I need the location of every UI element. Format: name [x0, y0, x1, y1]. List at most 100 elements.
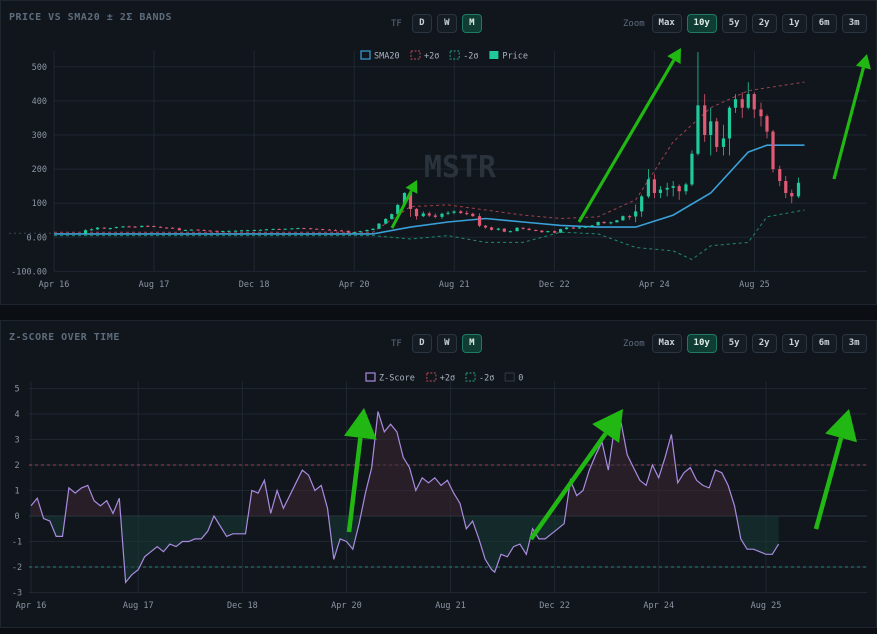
candle-body	[321, 229, 325, 231]
candle-body	[727, 107, 732, 139]
candle-body	[508, 231, 512, 233]
zoom-button-6m[interactable]: 6m	[811, 14, 837, 33]
candle-body	[452, 211, 456, 213]
x-tick-label: Apr 20	[331, 601, 362, 611]
candle-body	[571, 227, 575, 229]
candle-body	[640, 196, 644, 212]
candle-body	[615, 220, 619, 223]
zoom-group: Zoom Max 10y 5y 2y 1y 6m 3m	[623, 14, 867, 33]
y-tick-label: -3	[12, 589, 22, 599]
annotation-arrow-shaft	[346, 437, 363, 533]
candle-body	[177, 228, 181, 231]
candle-body	[759, 109, 763, 117]
annotation-arrow-shaft	[529, 432, 608, 541]
zscore-chart-panel: Z-SCORE OVER TIME TF D W M Zoom Max 10y …	[0, 320, 877, 628]
annotation-arrow-head	[825, 409, 857, 443]
timeframe-label: TF	[391, 338, 402, 349]
zoom-button-1y[interactable]: 1y	[781, 334, 807, 353]
tf-button-d[interactable]: D	[411, 334, 432, 353]
candle-body	[208, 230, 212, 232]
legend-swatch	[365, 372, 376, 382]
legend-swatch	[360, 50, 371, 60]
candle-body	[658, 189, 663, 193]
candle-body	[258, 229, 262, 231]
zoom-button-1y[interactable]: 1y	[781, 14, 807, 33]
candle-body	[433, 215, 437, 217]
candle-body	[677, 186, 681, 192]
y-tick-label: 500	[32, 63, 47, 73]
legend-swatch	[426, 372, 437, 382]
zoom-button-10y[interactable]: 10y	[686, 14, 717, 33]
y-tick-label: 100	[32, 199, 47, 209]
annotation-arrow-head	[405, 180, 418, 194]
candle-body	[183, 229, 187, 231]
candle-body	[565, 227, 569, 230]
candle-body	[446, 212, 450, 214]
x-tick-label: Aug 17	[139, 280, 170, 290]
candle-body	[709, 121, 713, 135]
candle-body	[703, 105, 707, 135]
annotation-arrow-shaft	[577, 59, 676, 223]
y-tick-label: 1	[14, 487, 19, 497]
candle-body	[414, 208, 419, 217]
candle-body	[327, 229, 332, 231]
tf-button-m[interactable]: M	[461, 14, 482, 33]
x-tick-label: Aug 21	[439, 280, 470, 290]
zoom-button-2y[interactable]: 2y	[751, 14, 777, 33]
timeframe-group: TF D W M	[391, 334, 482, 353]
candle-body	[277, 228, 281, 230]
legend-label: Price	[502, 52, 528, 62]
chart-title: PRICE VS SMA20 ± 2σ BANDS	[9, 12, 173, 23]
zoom-button-3m[interactable]: 3m	[841, 14, 867, 33]
tf-button-d[interactable]: D	[411, 14, 432, 33]
tf-button-w[interactable]: W	[436, 334, 457, 353]
zoom-button-max[interactable]: Max	[651, 334, 682, 353]
zoom-button-3m[interactable]: 3m	[841, 334, 867, 353]
candle-body	[715, 121, 719, 147]
positive-fill	[31, 411, 779, 516]
zoom-button-10y[interactable]: 10y	[686, 334, 717, 353]
price-chart[interactable]: 500 400 300 200 100 0.00 -100.00 Apr 16 Aug 17 De…	[1, 1, 876, 304]
annotation-arrow-head	[344, 408, 377, 440]
zoom-button-5y[interactable]: 5y	[721, 334, 747, 353]
candle-body	[396, 204, 400, 215]
candle-body	[628, 216, 632, 218]
candle-body	[577, 227, 581, 229]
candle-body	[189, 229, 193, 231]
candle-body	[596, 221, 600, 226]
candle-body	[483, 225, 488, 228]
candle-body	[427, 213, 431, 216]
candle-body	[665, 187, 669, 190]
candle-body	[796, 182, 801, 197]
x-tick-label: Aug 25	[751, 601, 782, 611]
zoom-button-6m[interactable]: 6m	[811, 334, 837, 353]
candle-body	[733, 99, 738, 108]
candle-body	[114, 227, 118, 229]
zscore-chart[interactable]: 5 4 3 2 1 0 -1 -2 -3 Apr 16 Aug 17 Dec 18 Apr 20 Aug …	[1, 321, 876, 627]
x-tick-label: Dec 22	[539, 601, 570, 611]
legend-label: +2σ	[440, 374, 455, 384]
legend-swatch	[489, 51, 499, 59]
candle-body	[546, 231, 550, 233]
annotation-arrow-head	[592, 409, 623, 444]
candle-body	[152, 226, 156, 228]
tf-button-w[interactable]: W	[436, 14, 457, 33]
candle-body	[83, 230, 88, 234]
x-tick-label: Dec 18	[227, 601, 258, 611]
zoom-button-5y[interactable]: 5y	[721, 14, 747, 33]
candle-body	[646, 179, 651, 197]
candle-body	[609, 222, 613, 224]
candle-body	[365, 229, 369, 232]
candle-body	[459, 211, 463, 214]
candle-body	[559, 229, 563, 233]
candle-body	[752, 94, 756, 110]
candle-body	[652, 179, 657, 193]
x-tick-label: Aug 21	[435, 601, 466, 611]
zoom-button-2y[interactable]: 2y	[751, 334, 777, 353]
tf-button-m[interactable]: M	[461, 334, 482, 353]
y-tick-label: 4	[14, 410, 19, 420]
zoom-button-max[interactable]: Max	[651, 14, 682, 33]
y-tick-label: 2	[14, 461, 19, 471]
x-tick-label: Apr 16	[16, 601, 47, 611]
legend-label: Z-Score	[379, 374, 415, 384]
